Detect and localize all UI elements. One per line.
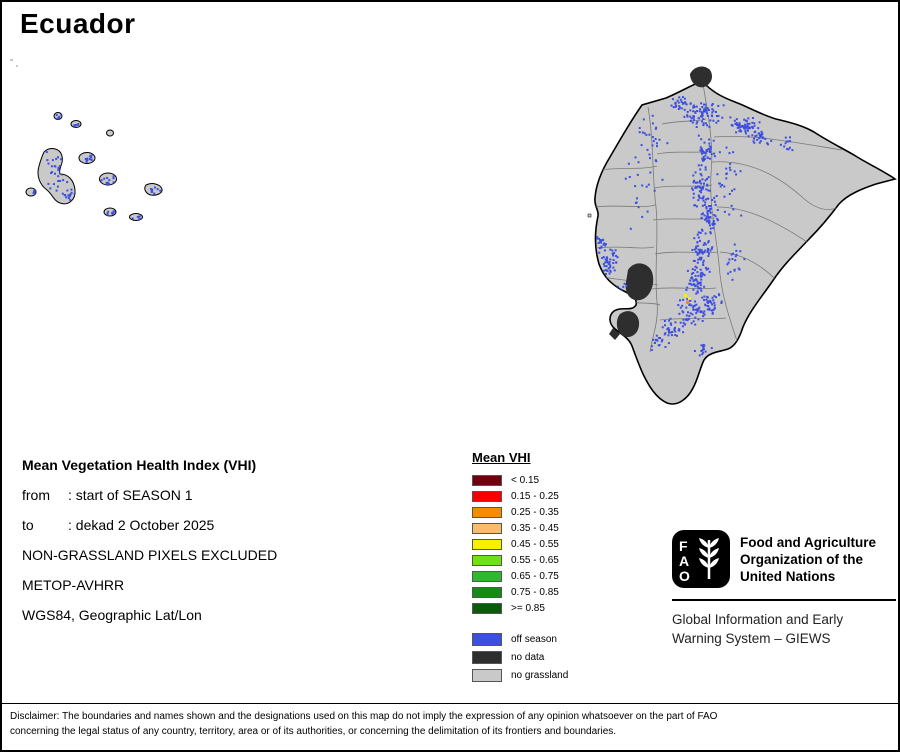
info-line-projection: WGS84, Geographic Lat/Lon: [22, 607, 202, 623]
legend-row: 0.75 - 0.85: [472, 584, 568, 600]
legend-color-swatch: [472, 570, 502, 582]
galapagos-islands: [10, 59, 163, 221]
svg-text:O: O: [679, 568, 690, 584]
legend-row: 0.45 - 0.55: [472, 536, 568, 552]
legend-title: Mean VHI: [472, 450, 531, 465]
legend-color-swatch: [472, 650, 502, 664]
info-line-exclusion: NON-GRASSLAND PIXELS EXCLUDED: [22, 547, 278, 563]
legend-row-no-grassland: no grassland: [472, 666, 568, 684]
legend-color-swatch: [472, 474, 502, 486]
ecuador-vhi-map: [10, 59, 897, 405]
legend-color-swatch: [472, 506, 502, 518]
legend-row: 0.55 - 0.65: [472, 552, 568, 568]
legend-color-swatch: [472, 586, 502, 598]
svg-text:A: A: [679, 553, 689, 569]
legend-row: 0.25 - 0.35: [472, 504, 568, 520]
footer-divider: [672, 599, 896, 601]
disclaimer-line-2: concerning the legal status of any count…: [10, 726, 617, 737]
svg-text:F: F: [679, 538, 688, 554]
legend-color-swatch: [472, 538, 502, 550]
fao-org-name: Food and Agriculture Organization of the…: [740, 534, 876, 584]
fao-giews-block: F A O Food and Agriculture Organization …: [672, 530, 896, 648]
wheat-ear-icon: [699, 538, 719, 579]
legend-color-swatch: [472, 632, 502, 646]
vhi-legend: Mean VHI < 0.15 0.15 - 0.25 0.25 - 0.35 …: [472, 450, 568, 684]
legend-row: >= 0.85: [472, 600, 568, 616]
legend-row: 0.35 - 0.45: [472, 520, 568, 536]
map-info-block: Mean Vegetation Health Index (VHI) from:…: [22, 450, 277, 630]
info-line-from: from: start of SEASON 1: [22, 487, 193, 503]
info-line-sensor: METOP-AVHRR: [22, 577, 125, 593]
page-title: Ecuador: [20, 8, 136, 39]
legend-extras: off season no data no grassland: [472, 630, 568, 684]
legend-color-swatch: [472, 522, 502, 534]
coastal-islet: [587, 213, 592, 218]
legend-row-off-season: off season: [472, 630, 568, 648]
giews-label: Global Information and Early Warning Sys…: [672, 612, 844, 646]
legend-row: 0.65 - 0.75: [472, 568, 568, 584]
no-data-areas: [609, 66, 712, 340]
disclaimer-line-1: Disclaimer: The boundaries and names sho…: [10, 711, 718, 722]
legend-color-swatch: [472, 554, 502, 566]
legend-color-swatch: [472, 668, 502, 682]
disclaimer: Disclaimer: The boundaries and names sho…: [2, 703, 898, 750]
legend-color-swatch: [472, 490, 502, 502]
info-line-to: to: dekad 2 October 2025: [22, 517, 215, 533]
legend-row: 0.15 - 0.25: [472, 488, 568, 504]
fao-logo-icon: F A O: [672, 530, 730, 588]
legend-row-no-data: no data: [472, 648, 568, 666]
info-heading: Mean Vegetation Health Index (VHI): [22, 457, 257, 473]
legend-color-swatch: [472, 602, 502, 614]
legend-row: < 0.15: [472, 472, 568, 488]
